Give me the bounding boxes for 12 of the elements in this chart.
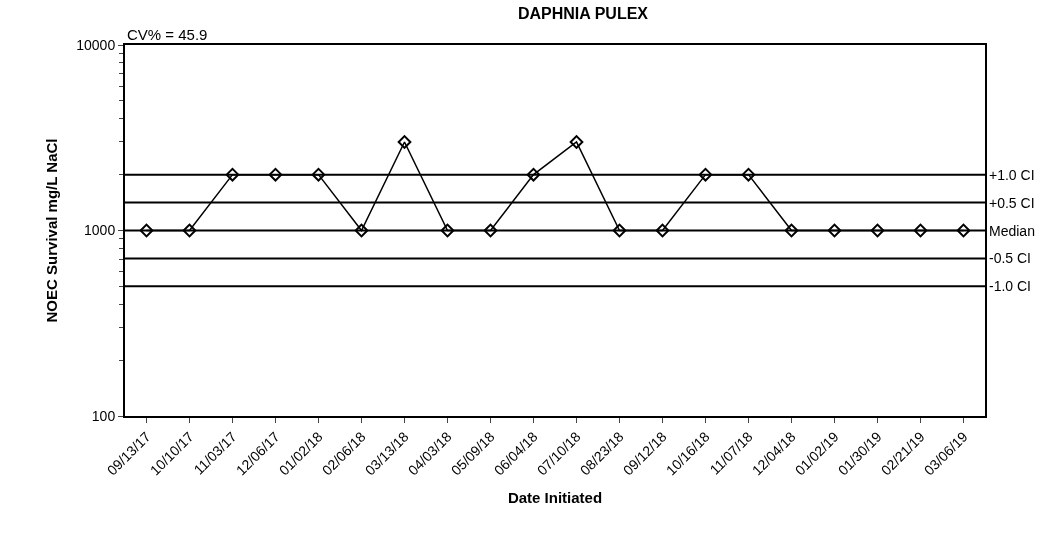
y-tick-label: 100 — [91, 407, 116, 424]
y-tick-label: 1000 — [84, 222, 116, 239]
y-tick-label: 10000 — [76, 36, 116, 53]
y-axis-title: NOEC Survival mg/L NaCl — [43, 138, 61, 323]
ref-line-label: -0.5 CI — [989, 250, 1032, 266]
text: CV% = 45.9 — [127, 26, 208, 43]
x-axis-title: Date Initiated — [507, 488, 603, 506]
ref-line-label: -1.0 CI — [989, 278, 1032, 294]
chart-title: DAPHNIA PULEX — [517, 5, 649, 23]
ref-line-label: Median — [989, 223, 1035, 239]
ref-line-label: +0.5 CI — [989, 195, 1035, 211]
ref-line-label: +1.0 CI — [989, 167, 1035, 183]
